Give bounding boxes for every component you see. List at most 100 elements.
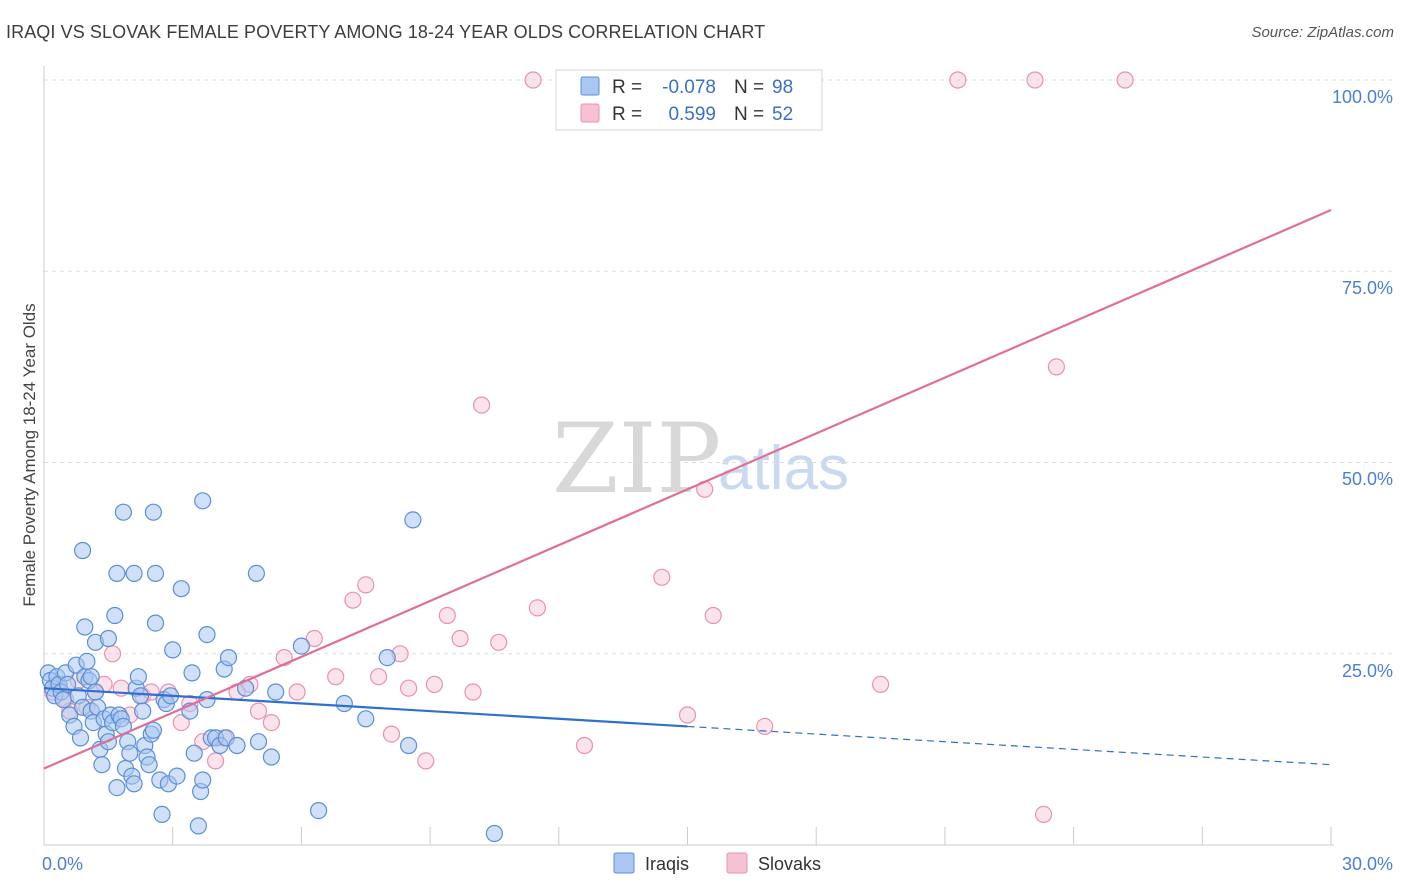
slovaks-point xyxy=(207,752,225,770)
iraqis-point xyxy=(194,771,212,789)
slovaks-point xyxy=(327,668,345,686)
slovaks-point xyxy=(1026,71,1044,89)
iraqis-point xyxy=(404,511,422,529)
iraqis-point xyxy=(262,748,280,766)
watermark-atlas: atlas xyxy=(718,434,849,503)
iraqis-point xyxy=(249,733,268,751)
bottom-legend-swatch-slovaks xyxy=(726,852,748,874)
slovaks-point xyxy=(653,568,671,586)
slovaks-point xyxy=(400,679,418,697)
chart-title: IRAQI VS SLOVAK FEMALE POVERTY AMONG 18-… xyxy=(6,22,766,42)
slovaks-point xyxy=(172,713,190,732)
legend-n-label-slovaks: N = xyxy=(734,104,764,125)
iraqis-point xyxy=(146,564,165,583)
slovaks-point xyxy=(451,629,469,648)
slovaks-point xyxy=(756,717,774,736)
iraqis-point xyxy=(82,668,100,686)
iraqis-point xyxy=(168,767,186,785)
iraqis-point xyxy=(146,614,165,632)
iraqis-point xyxy=(144,721,162,739)
iraqis-point xyxy=(400,736,418,755)
slovaks-point xyxy=(1034,805,1053,824)
legend-swatch-slovaks xyxy=(580,103,600,123)
iraqis-point xyxy=(114,503,133,521)
iraqis-trend-line xyxy=(43,687,688,728)
slovaks-point xyxy=(1047,358,1066,376)
iraqis-point xyxy=(73,541,92,560)
iraqis-point xyxy=(164,641,182,659)
slovaks-point xyxy=(262,713,280,732)
slovaks-point xyxy=(1116,71,1134,89)
y-tick-label-25: 25.0% xyxy=(1342,661,1393,681)
bottom-legend-label-slovaks: Slovaks xyxy=(758,854,821,874)
iraqis-point xyxy=(125,564,143,583)
iraqis-point xyxy=(485,824,503,843)
iraqis-point xyxy=(172,580,190,598)
y-axis-title: Female Poverty Among 18-24 Year Olds xyxy=(20,303,39,606)
gridlines xyxy=(44,79,1393,655)
iraqis-point xyxy=(228,736,246,755)
iraqis-trend-extension xyxy=(687,725,1332,766)
slovaks-point xyxy=(464,683,482,701)
legend-r-label-iraqis: R = xyxy=(612,77,642,98)
iraqis-point xyxy=(153,805,171,824)
iraqis-points xyxy=(39,492,503,843)
slovaks-point xyxy=(425,675,443,694)
iraqis-point xyxy=(78,652,96,671)
iraqis-point xyxy=(183,664,201,682)
bottom-legend-swatch-iraqis xyxy=(613,852,635,874)
slovaks-point xyxy=(417,752,435,770)
slovaks-point xyxy=(305,629,323,648)
iraqis-point xyxy=(247,564,265,583)
x-axis-ticks xyxy=(43,827,1332,845)
legend-n-label-iraqis: N = xyxy=(734,77,764,98)
legend-n-value-iraqis: 98 xyxy=(772,77,793,98)
y-tick-label-100: 100.0% xyxy=(1332,87,1393,107)
slovaks-point xyxy=(524,71,542,89)
iraqis-point xyxy=(310,801,328,820)
iraqis-point xyxy=(140,756,158,774)
y-tick-labels: 25.0% 50.0% 75.0% 100.0% xyxy=(1332,87,1393,681)
legend-n-value-slovaks: 52 xyxy=(772,104,793,125)
slovaks-point xyxy=(528,599,547,617)
slovaks-point xyxy=(575,736,594,755)
slovaks-point xyxy=(288,683,306,701)
slovaks-point xyxy=(249,702,268,720)
slovaks-point xyxy=(473,396,491,414)
iraqis-point xyxy=(106,606,124,625)
trend-lines xyxy=(43,209,1332,770)
iraqis-point xyxy=(185,744,203,762)
slovaks-point xyxy=(490,633,508,651)
iraqis-point xyxy=(54,690,72,709)
iraqis-point xyxy=(108,564,126,583)
iraqis-point xyxy=(76,618,94,636)
iraqis-point xyxy=(219,648,238,667)
x-tick-label-max: 30.0% xyxy=(1342,854,1393,874)
iraqis-point xyxy=(194,492,212,510)
iraqis-point xyxy=(121,744,139,762)
legend-r-label-slovaks: R = xyxy=(612,104,642,125)
legend-box xyxy=(555,69,823,131)
iraqis-point xyxy=(129,668,147,686)
slovaks-point xyxy=(382,725,401,743)
iraqis-point xyxy=(378,648,396,667)
slovaks-point xyxy=(344,591,362,609)
slovaks-point xyxy=(949,71,967,89)
slovaks-point xyxy=(357,576,375,594)
slovaks-point xyxy=(871,675,890,694)
chart-source: Source: ZipAtlas.com xyxy=(1251,24,1394,41)
slovaks-point xyxy=(370,668,388,686)
iraqis-point xyxy=(189,817,207,835)
slovaks-point xyxy=(678,706,697,724)
iraqis-point xyxy=(125,775,143,793)
watermark: ZIP atlas xyxy=(552,403,849,515)
iraqis-point xyxy=(292,637,310,655)
iraqis-point xyxy=(134,702,152,720)
slovaks-trend-line xyxy=(43,209,1332,770)
series-legend: Iraqis Slovaks xyxy=(613,852,821,874)
iraqis-point xyxy=(335,694,353,713)
iraqis-point xyxy=(71,729,90,747)
y-tick-label-75: 75.0% xyxy=(1342,278,1393,298)
iraqis-point xyxy=(131,687,150,705)
